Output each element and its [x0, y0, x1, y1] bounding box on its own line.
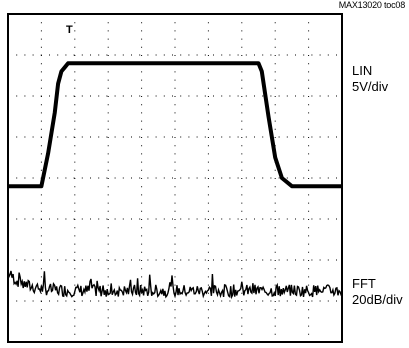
fft-channel-scale: 20dB/div [352, 292, 403, 307]
lin-channel-scale: 5V/div [352, 79, 389, 94]
fft-channel-label: FFT 20dB/div [352, 276, 403, 308]
fft-trace [7, 270, 343, 300]
lin-channel-label: LIN 5V/div [352, 63, 388, 95]
trigger-marker: T [66, 24, 73, 36]
figure-id: MAX13020 toc08 [338, 0, 405, 10]
lin-trace [8, 61, 342, 189]
fft-channel-name: FFT [352, 276, 376, 291]
lin-channel-name: LIN [352, 63, 373, 78]
traces [7, 61, 343, 300]
